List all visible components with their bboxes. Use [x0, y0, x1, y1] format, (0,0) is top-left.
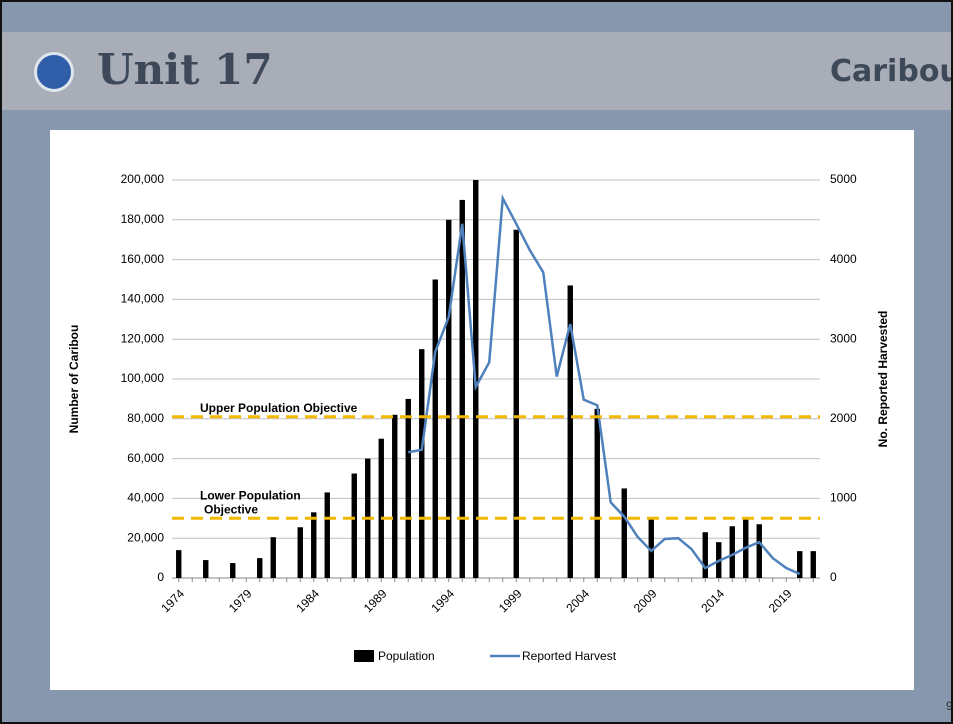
y2-tick-label: 4000	[830, 252, 857, 266]
bar	[378, 438, 384, 578]
x-tick-label: 1979	[226, 586, 255, 615]
bar	[648, 518, 654, 578]
bar	[230, 563, 236, 578]
y-tick-label: 0	[157, 570, 164, 584]
y-axis-title: Number of Caribou	[67, 325, 81, 434]
x-tick-label: 1994	[428, 586, 457, 615]
bar	[203, 560, 209, 578]
x-tick-label: 1999	[496, 586, 525, 615]
y2-tick-label: 3000	[830, 331, 857, 345]
y2-tick-label: 2000	[830, 411, 857, 425]
x-tick-label: 2019	[766, 586, 795, 615]
bar	[176, 550, 182, 578]
y2-tick-label: 1000	[830, 491, 857, 505]
header-band	[2, 32, 951, 110]
y-tick-label: 120,000	[121, 331, 165, 345]
bar	[405, 398, 411, 578]
bar	[297, 527, 303, 578]
bar	[419, 349, 425, 578]
y2-axis-title: No. Reported Harvested	[876, 311, 890, 448]
bar	[797, 551, 803, 578]
bar	[621, 488, 627, 578]
x-tick-label: 1974	[158, 586, 187, 615]
x-tick-label: 2014	[698, 586, 727, 615]
bar	[567, 285, 573, 578]
chart-panel: 0 20,000 40,000 60,000 80,000 100,000 120,000 1…	[50, 130, 914, 690]
legend-label: Population	[378, 649, 435, 663]
x-tick-label: 1989	[361, 586, 390, 615]
y2-tick-label: 5000	[830, 172, 857, 186]
bar	[392, 414, 398, 578]
bar	[324, 492, 330, 578]
bar	[311, 512, 317, 578]
bar	[459, 199, 465, 578]
bar	[432, 279, 438, 578]
objective-label: Lower Population	[200, 488, 301, 502]
legend-label: Reported Harvest	[522, 649, 617, 663]
legend-swatch	[354, 650, 374, 662]
logo	[34, 52, 74, 92]
bar	[729, 526, 735, 578]
objective-label: Objective	[204, 502, 258, 516]
objective-label: Upper Population Objective	[200, 401, 358, 415]
bar	[594, 408, 600, 578]
bar	[351, 473, 357, 578]
harvest-line	[408, 193, 801, 576]
slide-subtitle: Caribou	[830, 54, 953, 89]
y-tick-label: 140,000	[121, 292, 165, 306]
bar	[513, 229, 519, 578]
y-tick-label: 40,000	[127, 491, 164, 505]
bar	[446, 219, 452, 579]
bar	[257, 558, 263, 578]
chart: 0 20,000 40,000 60,000 80,000 100,000 120,000 1…	[67, 172, 890, 663]
x-tick-label: 1984	[293, 586, 322, 615]
bar	[810, 551, 816, 578]
y2-tick-label: 0	[830, 570, 837, 584]
x-tick-label: 2004	[563, 586, 592, 615]
x-tick-label: 2009	[631, 586, 660, 615]
y-tick-label: 80,000	[127, 411, 164, 425]
y-tick-label: 200,000	[121, 172, 165, 186]
bar	[270, 537, 276, 578]
y-tick-label: 60,000	[127, 451, 164, 465]
y-tick-label: 180,000	[121, 212, 165, 226]
y-tick-label: 160,000	[121, 252, 165, 266]
page-number: 9	[946, 699, 953, 713]
bar	[702, 532, 708, 578]
y-tick-label: 100,000	[121, 371, 165, 385]
y-tick-label: 20,000	[127, 530, 164, 544]
bar	[756, 524, 762, 578]
slide-title: Unit 17	[97, 45, 273, 94]
